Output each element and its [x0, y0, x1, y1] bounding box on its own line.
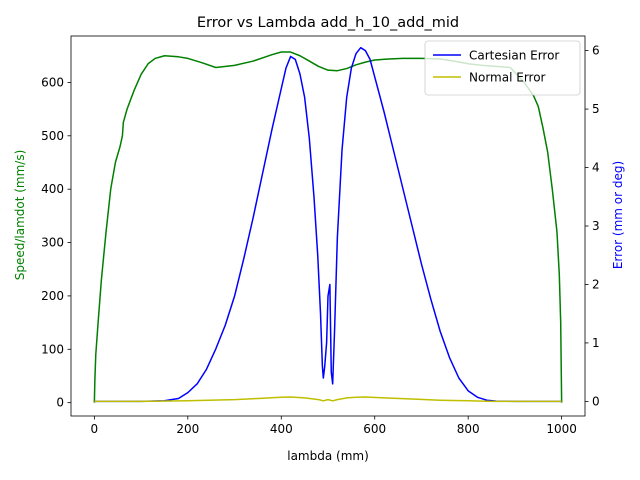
- chart-title: Error vs Lambda add_h_10_add_mid: [197, 15, 459, 31]
- series-line-cartesian-error: [94, 46, 562, 403]
- legend-label-normal-error: Normal Error: [469, 71, 546, 85]
- x-tick-label: 400: [270, 422, 293, 436]
- y-right-tick-label: 1: [592, 336, 600, 350]
- y-right-tick-label: 5: [592, 102, 600, 116]
- y-axis-left-label: Speed/lamdot (mm/s): [13, 150, 27, 281]
- legend-box: [424, 40, 581, 96]
- y-right-tick-label: 3: [592, 219, 600, 233]
- x-tick-label: 600: [363, 422, 386, 436]
- y-left-tick-label: 400: [41, 182, 64, 196]
- series-line-normal-error: [94, 396, 562, 403]
- y-axis-right-label: Error (mm or deg): [611, 161, 625, 269]
- x-axis-label: lambda (mm): [287, 449, 369, 463]
- plot-area: 0 200 400 600 800 1000 0 100 200 300 400 500 600 0 1 2 3…: [41, 35, 600, 436]
- y-left-tick-label: 200: [41, 289, 64, 303]
- y-right-tick-label: 6: [592, 44, 600, 58]
- y-left-tick-label: 0: [56, 396, 64, 410]
- x-tick-label: 200: [176, 422, 199, 436]
- x-tick-label: 800: [457, 422, 480, 436]
- x-tick-label: 1000: [546, 422, 577, 436]
- x-tick-label: 0: [91, 422, 99, 436]
- y-left-tick-label: 600: [41, 75, 64, 89]
- y-left-tick-label: 300: [41, 236, 64, 250]
- y-left-tick-label: 100: [41, 342, 64, 356]
- y-right-tick-label: 4: [592, 161, 600, 175]
- y-left-tick-label: 500: [41, 129, 64, 143]
- y-right-tick-label: 2: [592, 277, 600, 291]
- y-right-tick-label: 0: [592, 394, 600, 408]
- legend-label-cartesian-error: Cartesian Error: [469, 49, 559, 63]
